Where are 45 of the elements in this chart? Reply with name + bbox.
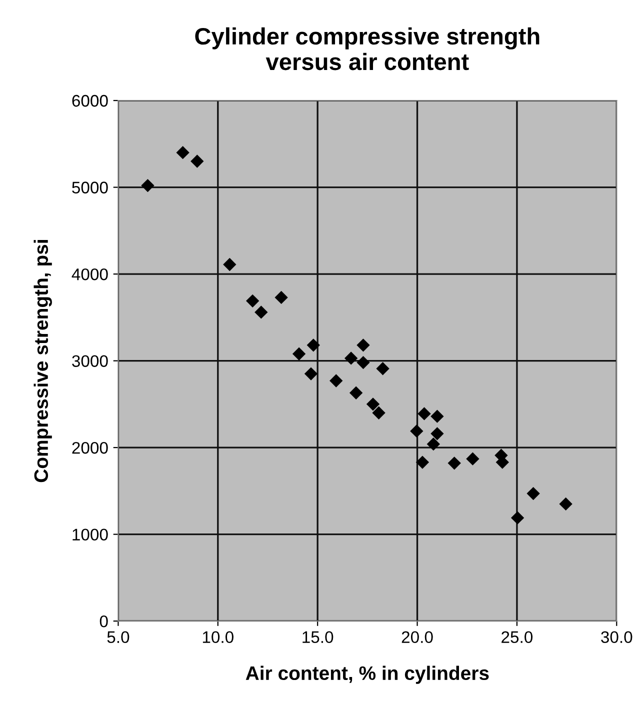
point xyxy=(176,146,190,160)
point xyxy=(223,258,236,272)
point xyxy=(372,406,386,420)
point xyxy=(416,456,430,469)
point xyxy=(418,407,431,420)
point xyxy=(559,497,572,511)
point xyxy=(349,386,363,400)
x-axis-title: Air content, % in cylinders xyxy=(246,666,489,684)
point xyxy=(304,367,318,380)
point xyxy=(410,424,424,438)
point xyxy=(510,511,524,524)
point xyxy=(356,356,370,370)
point xyxy=(426,437,440,451)
y-tick-label: 4000 xyxy=(72,268,108,280)
point xyxy=(274,290,288,304)
y-tick-label: 3000 xyxy=(72,355,108,367)
point xyxy=(448,456,461,470)
x-tick-label: 25.0 xyxy=(502,631,533,644)
point xyxy=(141,178,154,192)
x-tick-label: 30.0 xyxy=(601,631,632,644)
point xyxy=(330,374,343,388)
y-tick-label: 2000 xyxy=(72,442,108,454)
y-tick-label: 1000 xyxy=(72,528,108,541)
point xyxy=(430,427,444,440)
point xyxy=(466,452,480,466)
point xyxy=(246,294,260,308)
y-tick-label: 5000 xyxy=(72,182,108,194)
x-tick-label: 10.0 xyxy=(202,631,234,644)
x-tick-label: 5.0 xyxy=(107,631,130,644)
y-tick-label: 0 xyxy=(100,615,108,628)
point xyxy=(356,338,370,352)
point xyxy=(306,338,320,352)
point xyxy=(292,347,306,360)
point xyxy=(366,398,380,411)
point xyxy=(344,352,358,365)
point xyxy=(526,486,540,500)
x-tick-label: 20.0 xyxy=(402,631,433,644)
y-axis-title: Compressive strength, psi xyxy=(34,240,52,482)
point xyxy=(376,362,390,376)
point xyxy=(430,410,444,423)
y-tick-label: 6000 xyxy=(72,94,108,107)
point xyxy=(190,154,204,168)
point xyxy=(254,306,268,319)
chart-title: Cylinder compressive strength versus air content xyxy=(195,27,540,70)
x-tick-label: 15.0 xyxy=(302,631,334,644)
